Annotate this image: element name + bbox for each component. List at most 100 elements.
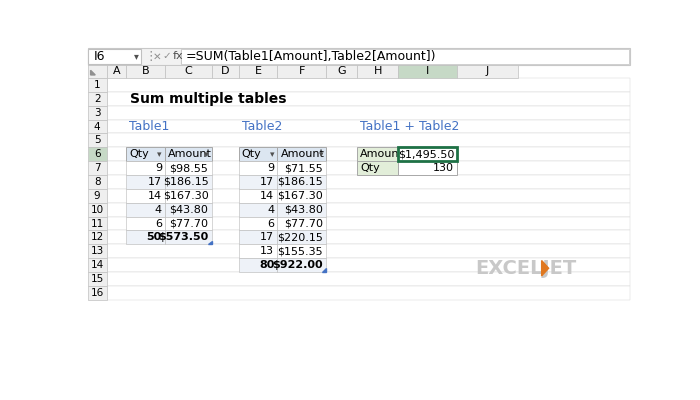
Bar (239, 258, 277, 272)
Text: 4: 4 (94, 122, 101, 132)
Bar (277, 147, 326, 161)
Text: 17: 17 (260, 177, 274, 187)
Text: 6: 6 (155, 218, 162, 228)
Text: 17: 17 (148, 177, 162, 187)
Bar (107, 217, 630, 230)
Text: J: J (486, 66, 489, 76)
Bar (165, 161, 211, 175)
Text: $186.15: $186.15 (277, 177, 323, 187)
Text: 10: 10 (90, 205, 104, 215)
Text: Amount: Amount (281, 149, 324, 159)
Bar (126, 203, 165, 217)
Bar (239, 189, 277, 203)
Text: 12: 12 (90, 232, 104, 242)
Bar (398, 147, 457, 161)
Bar (239, 203, 277, 217)
Bar (126, 189, 165, 203)
Bar (88, 65, 107, 78)
Text: 9: 9 (267, 163, 274, 173)
Text: $922.00: $922.00 (272, 260, 323, 270)
Text: C: C (184, 66, 192, 76)
Bar (107, 189, 630, 203)
Bar (107, 134, 630, 147)
Text: ▾: ▾ (158, 150, 162, 159)
Bar (277, 258, 326, 272)
Text: 50: 50 (147, 232, 162, 242)
Bar (126, 230, 165, 244)
Bar (107, 161, 630, 175)
Bar (88, 189, 107, 203)
Bar (277, 65, 326, 78)
Bar (165, 175, 211, 189)
Bar (165, 189, 211, 203)
Bar (107, 203, 630, 217)
Text: 14: 14 (148, 191, 162, 201)
Bar (107, 230, 630, 244)
Text: $77.70: $77.70 (284, 218, 323, 228)
Bar (88, 230, 107, 244)
Bar (88, 203, 107, 217)
Bar (126, 217, 165, 230)
Bar (357, 147, 398, 161)
Text: 130: 130 (433, 163, 454, 173)
Bar (107, 286, 630, 300)
Text: ▾: ▾ (318, 150, 323, 159)
Text: 14: 14 (90, 260, 104, 270)
Text: 2: 2 (94, 94, 101, 104)
Text: 5: 5 (94, 135, 101, 145)
Bar (165, 230, 211, 244)
Text: G: G (337, 66, 346, 76)
Bar (457, 65, 517, 78)
Bar (88, 161, 107, 175)
Text: ⋮: ⋮ (145, 50, 158, 63)
Text: 6: 6 (94, 149, 101, 159)
Text: Qty: Qty (241, 149, 262, 159)
Bar (165, 65, 211, 78)
Text: ✕: ✕ (153, 52, 162, 62)
Text: B: B (142, 66, 149, 76)
Text: 9: 9 (94, 191, 101, 201)
Bar (126, 147, 165, 161)
Text: $71.55: $71.55 (284, 163, 323, 173)
Bar (277, 203, 326, 217)
Polygon shape (208, 240, 211, 244)
Text: 1: 1 (94, 80, 101, 90)
Text: 11: 11 (90, 218, 104, 228)
Text: 13: 13 (90, 246, 104, 256)
Bar (107, 106, 630, 120)
Bar (88, 175, 107, 189)
Text: $220.15: $220.15 (277, 232, 323, 242)
Text: fx: fx (173, 52, 183, 62)
Bar (107, 244, 630, 258)
Text: ▾: ▾ (204, 150, 209, 159)
Text: E: E (255, 66, 262, 76)
Polygon shape (90, 70, 95, 75)
Text: Table1: Table1 (130, 120, 169, 133)
Text: A: A (113, 66, 120, 76)
Bar (107, 65, 126, 78)
Bar (277, 230, 326, 244)
Text: Qty: Qty (130, 149, 149, 159)
Text: Table2: Table2 (241, 120, 282, 133)
Bar (88, 272, 107, 286)
Text: 7: 7 (94, 163, 101, 173)
Bar (398, 161, 457, 175)
Polygon shape (322, 268, 326, 272)
Text: 13: 13 (260, 246, 274, 256)
Text: $98.55: $98.55 (169, 163, 209, 173)
Text: ▾: ▾ (270, 150, 274, 159)
Text: 6: 6 (267, 218, 274, 228)
Text: Sum multiple tables: Sum multiple tables (130, 92, 286, 106)
Bar (107, 78, 630, 92)
Text: $167.30: $167.30 (162, 191, 209, 201)
Text: $43.80: $43.80 (169, 205, 209, 215)
Polygon shape (542, 260, 549, 276)
Text: 3: 3 (94, 108, 101, 118)
Bar (88, 49, 141, 64)
Bar (277, 189, 326, 203)
Text: 4: 4 (267, 205, 274, 215)
Bar (107, 258, 630, 272)
Text: Amount: Amount (360, 149, 404, 159)
Bar (126, 175, 165, 189)
Text: 4: 4 (155, 205, 162, 215)
